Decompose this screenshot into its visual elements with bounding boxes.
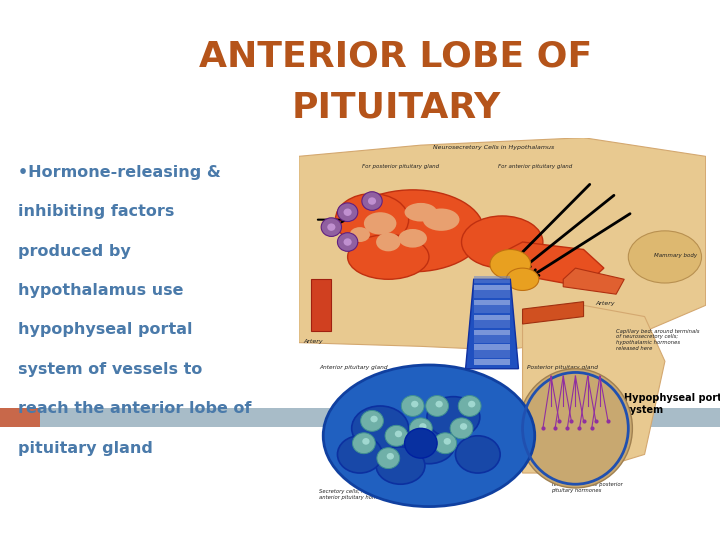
Ellipse shape xyxy=(506,268,539,291)
Circle shape xyxy=(362,192,382,211)
Text: inhibiting factors: inhibiting factors xyxy=(18,204,174,219)
Text: produced by: produced by xyxy=(18,244,131,259)
Circle shape xyxy=(343,238,351,246)
Polygon shape xyxy=(474,350,510,357)
Circle shape xyxy=(401,395,424,416)
Bar xyxy=(0,408,40,427)
Circle shape xyxy=(362,438,369,445)
Ellipse shape xyxy=(348,234,429,279)
Circle shape xyxy=(377,448,400,469)
Ellipse shape xyxy=(336,193,409,246)
Circle shape xyxy=(405,428,437,458)
Bar xyxy=(474,345,510,350)
Circle shape xyxy=(370,416,378,422)
Circle shape xyxy=(328,224,336,231)
Text: Anterior pituitary gland: Anterior pituitary gland xyxy=(319,364,388,370)
Text: For posterior pituitary gland: For posterior pituitary gland xyxy=(362,164,439,168)
Text: Artery: Artery xyxy=(303,339,323,343)
Ellipse shape xyxy=(341,190,484,272)
Polygon shape xyxy=(474,320,510,328)
Ellipse shape xyxy=(490,249,531,279)
Circle shape xyxy=(353,433,375,454)
Polygon shape xyxy=(494,242,604,287)
Bar xyxy=(474,360,510,365)
Ellipse shape xyxy=(376,447,425,484)
Polygon shape xyxy=(474,305,510,313)
Ellipse shape xyxy=(629,231,701,283)
Ellipse shape xyxy=(402,423,456,464)
Circle shape xyxy=(368,197,376,205)
Ellipse shape xyxy=(423,208,459,231)
Circle shape xyxy=(387,453,394,460)
Circle shape xyxy=(395,430,402,437)
Text: ANTERIOR LOBE OF: ANTERIOR LOBE OF xyxy=(199,40,593,73)
Polygon shape xyxy=(523,302,584,324)
Circle shape xyxy=(468,401,475,408)
Text: For anterior pituitary gland: For anterior pituitary gland xyxy=(498,164,572,168)
Polygon shape xyxy=(474,275,510,283)
Text: Neurosecretory Cells in Hypothalamus: Neurosecretory Cells in Hypothalamus xyxy=(433,145,554,150)
Ellipse shape xyxy=(462,216,543,268)
Polygon shape xyxy=(474,335,510,342)
Circle shape xyxy=(426,395,449,416)
Polygon shape xyxy=(563,268,624,294)
Ellipse shape xyxy=(456,436,500,473)
Circle shape xyxy=(419,423,426,430)
Polygon shape xyxy=(474,291,510,298)
Circle shape xyxy=(343,208,351,216)
Polygon shape xyxy=(523,305,665,473)
Text: pituitary gland: pituitary gland xyxy=(18,441,153,456)
Circle shape xyxy=(450,418,473,439)
Circle shape xyxy=(444,438,451,445)
Text: hypophyseal portal: hypophyseal portal xyxy=(18,322,192,338)
Ellipse shape xyxy=(376,233,400,251)
Circle shape xyxy=(361,410,384,431)
Circle shape xyxy=(460,423,467,430)
Circle shape xyxy=(411,401,418,408)
Text: Posterior pituitary gland: Posterior pituitary gland xyxy=(526,364,598,370)
Text: Terminals release posterior
pituitary hormones: Terminals release posterior pituitary ho… xyxy=(551,482,623,492)
Text: PITUITARY: PITUITARY xyxy=(292,91,500,125)
Ellipse shape xyxy=(427,397,480,437)
Text: reach the anterior lobe of: reach the anterior lobe of xyxy=(18,401,251,416)
Text: Artery: Artery xyxy=(595,301,616,306)
Circle shape xyxy=(436,401,443,408)
Ellipse shape xyxy=(351,406,409,451)
Text: hypothalamus use: hypothalamus use xyxy=(18,283,184,298)
Circle shape xyxy=(434,433,456,454)
Circle shape xyxy=(410,418,432,439)
Text: system of vessels to: system of vessels to xyxy=(18,362,202,377)
Circle shape xyxy=(338,233,358,251)
Bar xyxy=(0,408,720,427)
Circle shape xyxy=(338,203,358,221)
Text: Capillary bed: around terminals
of neurosecretory cells;
hypothalamic hormones
r: Capillary bed: around terminals of neuro… xyxy=(616,329,700,351)
Text: Mammary body: Mammary body xyxy=(654,253,698,258)
Text: Secretory cells; release
anterior pituitary hormones: Secretory cells; release anterior pituit… xyxy=(319,489,392,500)
Ellipse shape xyxy=(338,436,382,473)
Polygon shape xyxy=(466,279,518,369)
Ellipse shape xyxy=(405,203,437,221)
Text: Hypophyseal portal
system: Hypophyseal portal system xyxy=(624,393,720,415)
Circle shape xyxy=(321,218,341,237)
Bar xyxy=(474,285,510,291)
Polygon shape xyxy=(299,138,706,350)
Circle shape xyxy=(458,395,481,416)
Ellipse shape xyxy=(350,227,370,242)
Ellipse shape xyxy=(323,365,535,507)
Polygon shape xyxy=(311,279,331,332)
Ellipse shape xyxy=(364,212,397,234)
Ellipse shape xyxy=(518,369,632,488)
Bar xyxy=(474,329,510,335)
Ellipse shape xyxy=(398,229,427,248)
Bar xyxy=(474,300,510,305)
Circle shape xyxy=(385,426,408,446)
Bar xyxy=(474,315,510,320)
Text: •Hormone-releasing &: •Hormone-releasing & xyxy=(18,165,221,180)
